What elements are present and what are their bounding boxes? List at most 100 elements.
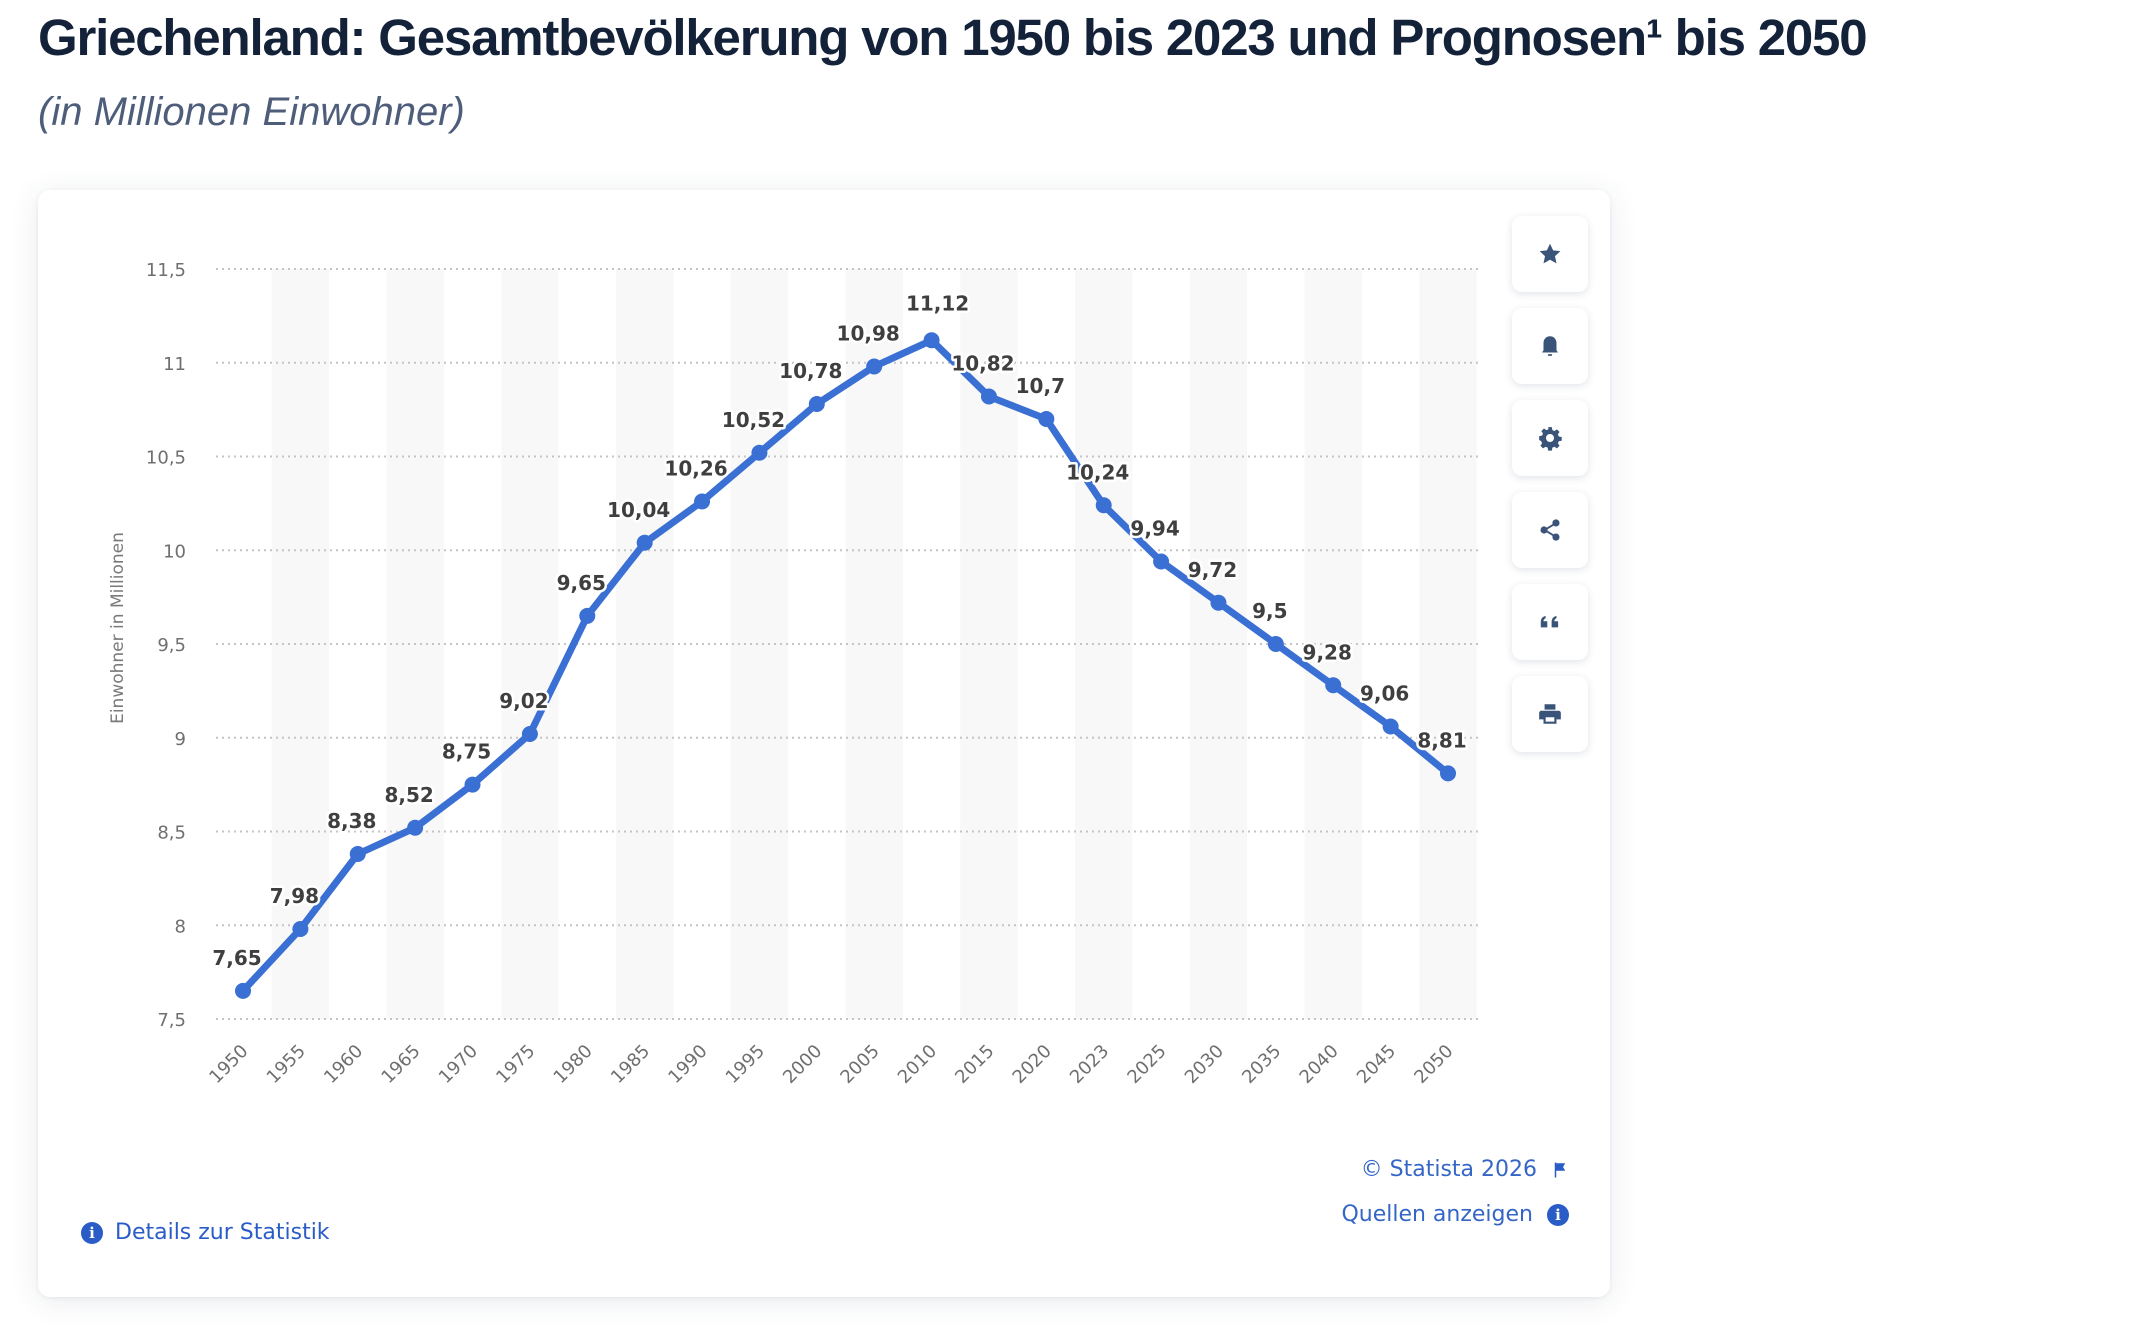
sources-link[interactable]: Quellen anzeigen i: [1341, 1202, 1569, 1227]
data-point[interactable]: [980, 388, 997, 405]
data-label: 10,98: [837, 322, 900, 346]
data-label: 9,94: [1130, 517, 1179, 541]
data-label: 7,65: [212, 946, 261, 970]
copyright-text: © Statista 2026: [1360, 1157, 1537, 1182]
column-stripe: [730, 269, 789, 1019]
sources-label: Quellen anzeigen: [1341, 1202, 1533, 1227]
data-label: 8,52: [384, 783, 433, 807]
data-point[interactable]: [1325, 677, 1342, 694]
y-tick-label: 10: [163, 541, 186, 562]
bell-icon: [1542, 336, 1558, 356]
x-tick-label: 2035: [1238, 1041, 1285, 1088]
data-label: 7,98: [270, 884, 319, 908]
share-icon: [1540, 519, 1560, 541]
data-point[interactable]: [1382, 718, 1399, 735]
y-tick-label: 11,5: [146, 260, 186, 281]
x-tick-label: 1955: [263, 1041, 310, 1088]
data-labels: 7,65 7,98 8,38 8,52 8,75 9,02 9,65 10,04 10,26 10…: [210, 289, 1469, 973]
data-label: 9,02: [499, 689, 548, 713]
y-tick-label: 10,5: [146, 448, 186, 469]
details-link[interactable]: i Details zur Statistik: [81, 1220, 330, 1245]
data-point[interactable]: [1153, 553, 1170, 570]
data-point[interactable]: [808, 396, 825, 412]
data-point[interactable]: [235, 982, 251, 999]
gear-icon: [1539, 427, 1562, 451]
quote-icon: [1540, 616, 1559, 628]
y-tick-label: 8: [175, 916, 186, 937]
printer-icon: [1539, 704, 1561, 724]
star-icon: [1539, 243, 1561, 264]
data-point[interactable]: [1267, 636, 1284, 652]
data-point[interactable]: [866, 358, 883, 375]
y-axis-title: Einwohner in Millionen: [108, 532, 128, 724]
x-tick-label: 1970: [435, 1041, 482, 1088]
x-tick-label: 2015: [951, 1041, 998, 1088]
cite-button[interactable]: [1512, 584, 1588, 660]
x-tick-label: 1950: [205, 1041, 252, 1088]
y-axis-ticks: 7,5 8 8,5 9 9,5 10 10,5 11 11,5: [146, 260, 186, 1031]
data-point[interactable]: [1038, 411, 1055, 427]
x-tick-label: 2020: [1009, 1041, 1056, 1088]
share-button[interactable]: [1512, 492, 1588, 568]
gridlines: [216, 268, 1478, 1020]
data-label: 8,75: [442, 740, 491, 764]
notification-button[interactable]: [1512, 308, 1588, 384]
favorite-button[interactable]: [1512, 216, 1588, 292]
column-stripe: [845, 269, 903, 1019]
copyright-link[interactable]: © Statista 2026: [1361, 1157, 1569, 1182]
details-label: Details zur Statistik: [115, 1220, 330, 1245]
x-tick-label: 1975: [492, 1041, 539, 1088]
y-tick-label: 11: [163, 354, 186, 375]
data-point[interactable]: [464, 776, 481, 793]
data-label: 9,06: [1360, 682, 1409, 706]
data-point[interactable]: [923, 332, 940, 349]
data-point[interactable]: [407, 819, 424, 836]
x-tick-label: 1965: [377, 1041, 424, 1088]
data-label: 10,82: [951, 352, 1014, 376]
data-label: 9,28: [1303, 640, 1352, 664]
data-label: 8,81: [1417, 728, 1466, 752]
data-point[interactable]: [521, 726, 538, 742]
page-title: Griechenland: Gesamtbevölkerung von 1950…: [38, 9, 1868, 66]
column-stripes: [271, 269, 1477, 1019]
y-tick-label: 9,5: [157, 635, 186, 656]
info-icon: i: [1547, 1203, 1569, 1226]
data-label: 9,5: [1252, 599, 1287, 623]
data-point[interactable]: [292, 921, 309, 937]
x-tick-label: 2000: [779, 1041, 826, 1088]
data-point[interactable]: [349, 846, 366, 862]
data-point[interactable]: [1440, 765, 1456, 782]
data-point[interactable]: [1210, 594, 1227, 611]
settings-button[interactable]: [1512, 400, 1588, 476]
data-label: 10,7: [1016, 374, 1065, 398]
flag-icon: [1554, 1162, 1566, 1177]
print-button[interactable]: [1512, 676, 1588, 752]
data-label: 9,65: [557, 571, 606, 595]
x-tick-label: 2045: [1353, 1041, 1400, 1088]
data-point[interactable]: [636, 534, 653, 551]
data-point[interactable]: [694, 493, 711, 510]
series-line: [239, 336, 1452, 995]
page-subtitle: (in Millionen Einwohner): [38, 90, 465, 134]
data-point[interactable]: [1095, 497, 1112, 514]
data-points: [235, 332, 1456, 999]
x-tick-label: 1985: [607, 1041, 654, 1088]
x-tick-label: 2040: [1296, 1041, 1343, 1088]
y-tick-label: 7,5: [157, 1010, 186, 1031]
x-tick-label: 2030: [1181, 1041, 1228, 1088]
data-point[interactable]: [751, 444, 768, 461]
data-label: 11,12: [906, 291, 969, 315]
x-tick-label: 1960: [320, 1041, 367, 1088]
data-point[interactable]: [579, 607, 596, 624]
x-tick-label: 1995: [722, 1041, 769, 1088]
data-label: 10,04: [607, 498, 670, 522]
x-axis-ticks: 1950 1955 1960 1965 1970 1975 1980 1985 1990 1995…: [205, 1041, 1457, 1088]
x-tick-label: 2023: [1066, 1041, 1113, 1088]
x-tick-label: 2050: [1410, 1041, 1457, 1088]
data-label: 10,52: [722, 408, 785, 432]
data-label: 10,78: [779, 359, 842, 383]
x-tick-label: 1990: [664, 1041, 711, 1088]
data-label: 8,38: [327, 809, 376, 833]
x-tick-label: 1980: [550, 1041, 597, 1088]
